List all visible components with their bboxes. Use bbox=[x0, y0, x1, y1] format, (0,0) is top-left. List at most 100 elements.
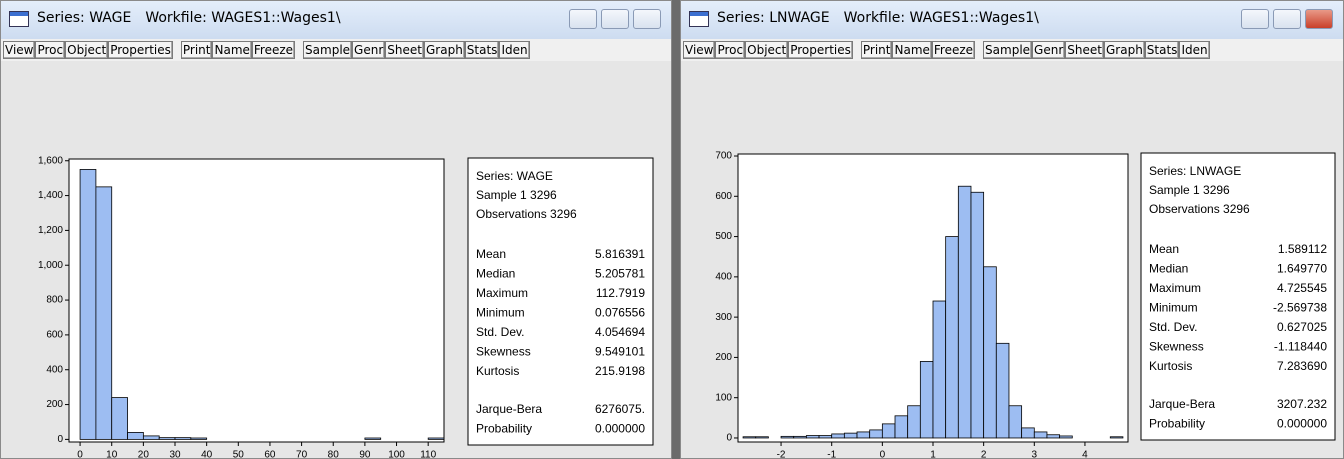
stats-header: Observations 3296 bbox=[476, 207, 577, 221]
x-tick-label: 3 bbox=[1032, 450, 1038, 459]
y-tick-label: 400 bbox=[715, 271, 732, 282]
x-tick-label: 10 bbox=[106, 450, 118, 459]
toolbar-button[interactable]: Proc bbox=[35, 41, 66, 59]
maximize-button[interactable] bbox=[1273, 9, 1301, 29]
toolbar-button[interactable]: Properties bbox=[788, 41, 853, 59]
toolbar-button[interactable]: Name bbox=[212, 41, 252, 59]
histogram-bar bbox=[127, 432, 144, 440]
toolbar-button[interactable]: Properties bbox=[108, 41, 173, 59]
toolbar-button[interactable]: Object bbox=[65, 41, 109, 59]
stat-value: 215.9198 bbox=[595, 364, 645, 378]
toolbar-button[interactable]: Stats bbox=[1144, 41, 1180, 59]
histogram-bar bbox=[818, 435, 833, 439]
stat-label: Kurtosis bbox=[476, 364, 519, 378]
y-tick-label: 300 bbox=[715, 312, 732, 323]
stats-box bbox=[467, 157, 654, 446]
histogram-bar bbox=[111, 397, 128, 440]
toolbar-button[interactable]: View bbox=[683, 41, 716, 59]
histogram-bar bbox=[1008, 405, 1023, 439]
histogram-bar bbox=[894, 415, 909, 439]
y-tick-label: 500 bbox=[715, 231, 732, 242]
toolbar-button[interactable]: Graph bbox=[423, 41, 465, 59]
stat-label: Median bbox=[476, 267, 515, 281]
x-tick-label: 1 bbox=[930, 450, 936, 459]
histogram-bar bbox=[907, 405, 921, 439]
toolbar-button[interactable]: Stats bbox=[464, 41, 500, 59]
toolbar: View Proc Object Properties Print Name Freeze S… bbox=[681, 39, 1343, 61]
toolbar-button[interactable]: Sheet bbox=[1065, 41, 1104, 59]
x-tick-label: 0 bbox=[77, 450, 83, 459]
stats-header: Series: LNWAGE bbox=[1149, 164, 1241, 178]
histogram-bar bbox=[1033, 431, 1048, 439]
stat-label: Median bbox=[1149, 262, 1188, 276]
histogram-bar bbox=[427, 437, 445, 440]
x-tick-label: 80 bbox=[328, 450, 340, 459]
stat-label: Mean bbox=[1149, 242, 1179, 256]
toolbar-button[interactable]: Iden bbox=[499, 41, 530, 59]
stat-value: 4.725545 bbox=[1277, 281, 1327, 295]
toolbar-button[interactable]: Genr bbox=[1032, 41, 1066, 59]
stat-value: 5.205781 bbox=[595, 267, 645, 281]
histogram-bar bbox=[95, 186, 113, 440]
window-title: Series: LNWAGE bbox=[717, 10, 830, 26]
toolbar-button[interactable]: Proc bbox=[715, 41, 746, 59]
y-tick-label: 0 bbox=[726, 433, 732, 444]
minimize-button[interactable] bbox=[1241, 9, 1269, 29]
toolbar-button[interactable]: Sample bbox=[983, 41, 1033, 59]
stat-label: Skewness bbox=[1149, 340, 1204, 354]
toolbar: View Proc Object Properties Print Name Freeze S… bbox=[1, 39, 671, 61]
x-tick-label: 4 bbox=[1082, 450, 1088, 459]
y-tick-label: 200 bbox=[46, 399, 63, 410]
maximize-button[interactable] bbox=[601, 9, 629, 29]
stat-label: Jarque-Bera bbox=[476, 402, 542, 416]
x-tick-label: 50 bbox=[233, 450, 245, 459]
toolbar-button[interactable]: Print bbox=[180, 41, 213, 59]
toolbar-button[interactable]: Freeze bbox=[251, 41, 296, 59]
histogram-bar bbox=[79, 169, 97, 440]
toolbar-button[interactable]: Graph bbox=[1103, 41, 1145, 59]
toolbar-button[interactable]: View bbox=[3, 41, 36, 59]
stat-label: Mean bbox=[476, 247, 506, 261]
stat-value: 7.283690 bbox=[1277, 359, 1327, 373]
window-title: Series: WAGE bbox=[37, 10, 132, 26]
x-tick-label: 70 bbox=[296, 450, 308, 459]
minimize-button[interactable] bbox=[569, 9, 597, 29]
toolbar-button[interactable]: Name bbox=[892, 41, 932, 59]
y-tick-label: 400 bbox=[46, 364, 63, 375]
window-icon bbox=[9, 11, 29, 27]
histogram-bar bbox=[945, 236, 959, 439]
histogram-bar bbox=[843, 432, 858, 439]
stat-label: Jarque-Bera bbox=[1149, 397, 1215, 411]
histogram-bar bbox=[970, 191, 985, 439]
stat-value: 3207.232 bbox=[1277, 397, 1327, 411]
toolbar-button[interactable]: Sample bbox=[303, 41, 353, 59]
window-title: Workfile: WAGES1::Wages1\ bbox=[145, 10, 341, 26]
toolbar-button[interactable]: Genr bbox=[352, 41, 386, 59]
stat-value: 0.076556 bbox=[595, 306, 645, 320]
histogram-bar bbox=[780, 435, 795, 439]
y-tick-label: 1,400 bbox=[38, 190, 63, 201]
histogram-bar bbox=[742, 436, 757, 439]
toolbar-button[interactable]: Sheet bbox=[385, 41, 424, 59]
x-tick-label: 90 bbox=[359, 450, 371, 459]
x-tick-label: 60 bbox=[264, 450, 276, 459]
stat-value: -1.118440 bbox=[1274, 340, 1327, 354]
toolbar-button[interactable]: Freeze bbox=[931, 41, 976, 59]
histogram-bar bbox=[364, 437, 382, 440]
x-tick-label: 30 bbox=[169, 450, 181, 459]
close-button[interactable] bbox=[1305, 9, 1333, 29]
x-tick-label: -1 bbox=[827, 450, 836, 459]
y-tick-label: 600 bbox=[46, 330, 63, 341]
y-tick-label: 600 bbox=[715, 191, 732, 202]
title-bar: Series: WAGE Workfile: WAGES1::Wages1\ bbox=[1, 1, 671, 39]
x-tick-label: 110 bbox=[420, 450, 436, 459]
close-button[interactable] bbox=[633, 9, 661, 29]
toolbar-button[interactable]: Print bbox=[860, 41, 893, 59]
stat-label: Std. Dev. bbox=[1149, 320, 1197, 334]
toolbar-button[interactable]: Object bbox=[745, 41, 789, 59]
histogram-bar bbox=[919, 361, 934, 439]
toolbar-button[interactable]: Iden bbox=[1179, 41, 1210, 59]
histogram-bar bbox=[1059, 435, 1073, 439]
histogram-bar bbox=[190, 437, 208, 440]
